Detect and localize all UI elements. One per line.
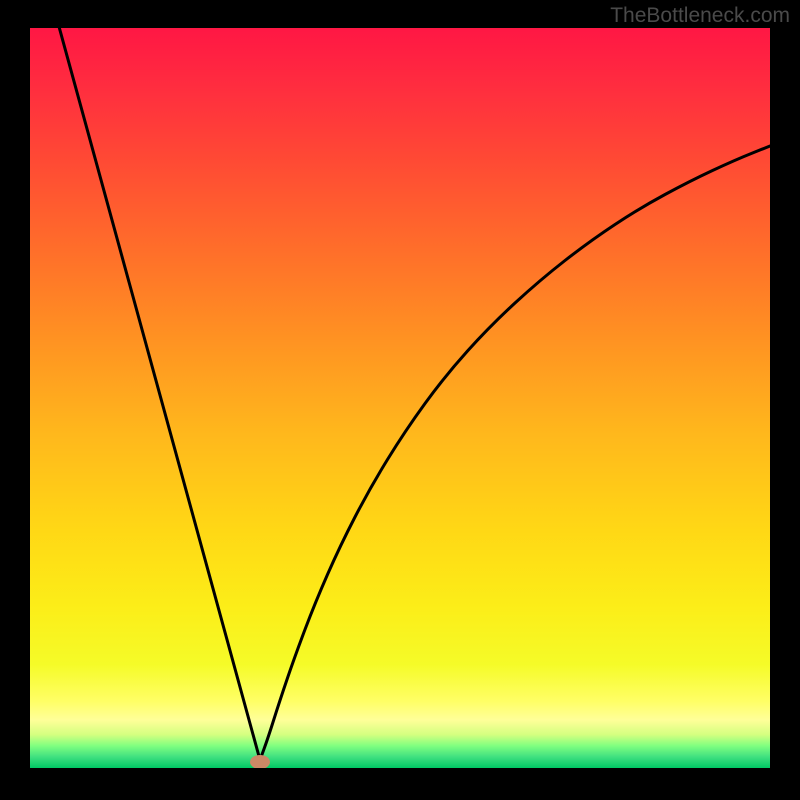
plot-area	[30, 28, 770, 768]
minimum-marker	[250, 755, 270, 768]
watermark-text: TheBottleneck.com	[610, 4, 790, 28]
bottleneck-curve	[30, 28, 770, 768]
